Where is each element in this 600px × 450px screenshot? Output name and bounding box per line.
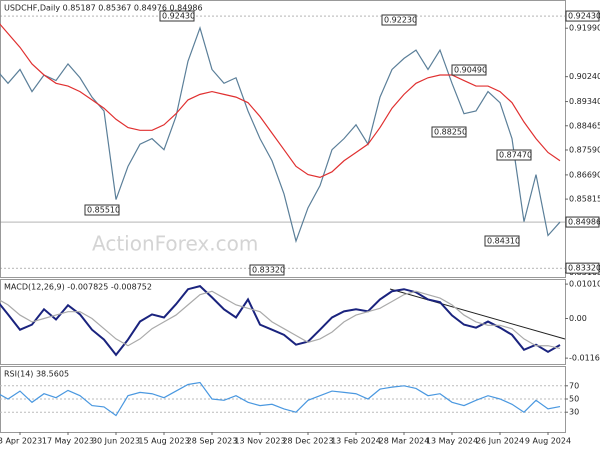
annotation-box <box>484 235 520 247</box>
price-marker-box <box>565 10 600 22</box>
y-tick-label: 0.89340 <box>569 97 600 106</box>
x-tick-label: 28 Mar 2024 <box>379 437 430 446</box>
annotation: 0.87470 <box>499 151 532 160</box>
annotation-box <box>84 204 120 216</box>
annotation-box <box>451 64 487 76</box>
panel-title: MACD(12,26,9) -0.007825 -0.008752 <box>4 283 152 292</box>
y-tick-label: 0.90240 <box>569 72 600 81</box>
y-tick-label: 0.85815 <box>569 195 600 204</box>
x-tick-label: 30 Jun 2023 <box>92 437 140 446</box>
price-marker-label: 0.92430 <box>568 12 600 21</box>
x-tick-label: 13 Nov 2023 <box>234 437 285 446</box>
x-tick-label: 28 Sep 2023 <box>187 437 238 446</box>
annotation-box <box>159 10 195 22</box>
annotation: 0.84310 <box>487 237 520 246</box>
x-tick-label: 9 Aug 2024 <box>525 437 571 446</box>
y-tick-label: 0.88465 <box>569 121 600 130</box>
annotation: 0.83320 <box>252 266 285 275</box>
price-marker-label: 0.84986 <box>568 218 600 227</box>
x-tick-label: 17 May 2023 <box>42 437 94 446</box>
series-line <box>0 290 561 350</box>
x-tick-label: 13 Feb 2024 <box>331 437 381 446</box>
annotation-box <box>496 149 532 161</box>
y-tick-label: -0.011645 <box>569 354 600 363</box>
panel-frame <box>0 279 566 365</box>
price-marker-label: 0.83320 <box>568 264 600 273</box>
x-tick-label: 13 May 2024 <box>426 437 478 446</box>
annotation: 0.92230 <box>384 16 417 25</box>
annotation: 0.88250 <box>434 128 467 137</box>
annotation-box <box>431 126 467 138</box>
y-tick-label: 0.87590 <box>569 145 600 154</box>
panel-title: USDCHF,Daily 0.85187 0.85367 0.84976 0.8… <box>4 4 203 13</box>
x-tick-label: 3 Apr 2023 <box>0 437 42 446</box>
annotation-box <box>249 264 285 276</box>
annotation: 0.90490 <box>454 66 487 75</box>
x-tick-label: 15 Aug 2023 <box>138 437 189 446</box>
series-line <box>0 285 561 357</box>
series-line <box>0 26 561 244</box>
y-tick-label: 0.00 <box>569 314 587 323</box>
y-tick-label: 30 <box>569 408 579 417</box>
price-marker-box <box>565 262 600 274</box>
x-tick-label: 28 Dec 2023 <box>282 437 333 446</box>
panel-frame <box>0 0 566 278</box>
trend-line <box>389 288 566 340</box>
y-tick-label: 50 <box>569 395 579 404</box>
panel-title: RSI(14) 38.5605 <box>4 370 69 379</box>
x-tick-label: 26 Jun 2024 <box>476 437 524 446</box>
y-tick-label: 0.91990 <box>569 24 600 33</box>
annotation-box <box>381 14 417 26</box>
watermark: ActionForex.com <box>92 232 258 256</box>
series-line <box>0 381 561 417</box>
annotation: 0.85510 <box>87 206 120 215</box>
y-tick-label: 70 <box>569 381 579 390</box>
y-tick-label: 0.86690 <box>569 170 600 179</box>
annotation: 0.92430 <box>162 12 195 21</box>
series-line <box>0 23 561 179</box>
y-tick-label: 0.010101 <box>569 280 600 289</box>
price-marker-box <box>565 216 600 228</box>
